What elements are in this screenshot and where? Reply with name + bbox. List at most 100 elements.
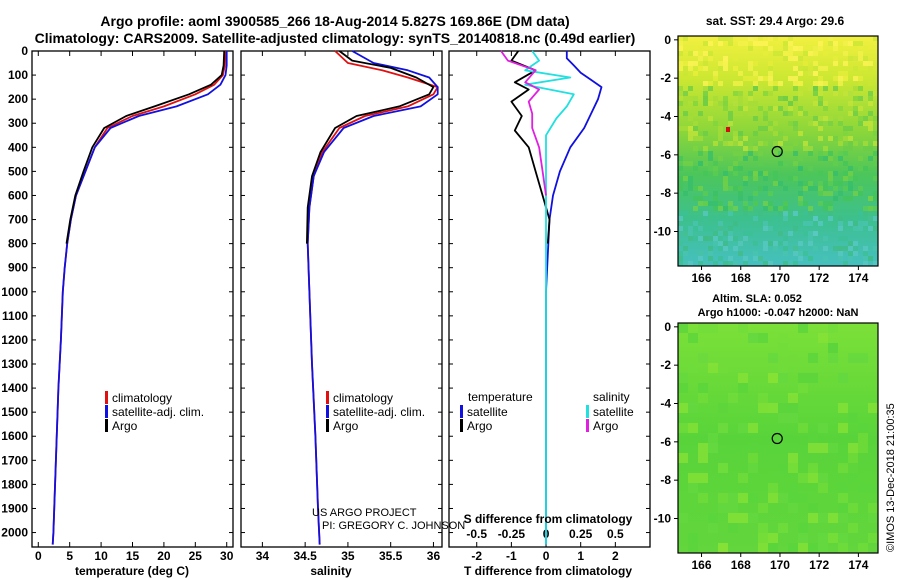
map-cell <box>838 156 843 161</box>
salinity-panel-frame <box>240 50 443 548</box>
map-cell <box>748 463 758 473</box>
map-cell <box>718 136 723 141</box>
map-cell <box>823 256 828 261</box>
map-cell <box>753 76 758 81</box>
map-cell <box>843 51 848 56</box>
map-cell <box>808 86 813 91</box>
series-line-s-argo <box>500 50 547 196</box>
map-cell <box>733 56 738 61</box>
map-cell <box>693 221 698 226</box>
map-cell <box>793 56 798 61</box>
map-cell <box>693 136 698 141</box>
map-cell <box>788 111 793 116</box>
map-cell <box>718 256 723 261</box>
map-cell <box>698 353 708 363</box>
map-cell <box>733 186 738 191</box>
map-cell <box>718 236 723 241</box>
map-cell <box>798 56 803 61</box>
depth-tick-label: 1500 <box>1 405 28 419</box>
difference-panel-frame <box>448 50 651 548</box>
map-cell <box>808 463 818 473</box>
map-cell <box>828 121 833 126</box>
map-cell <box>758 523 768 533</box>
map-cell <box>798 473 808 483</box>
map-cell <box>703 86 708 91</box>
map-cell <box>843 196 848 201</box>
map-cell <box>723 241 728 246</box>
salinity-x-label: salinity <box>310 564 352 578</box>
map-cell <box>788 41 793 46</box>
map-cell <box>738 91 743 96</box>
map-cell <box>733 141 738 146</box>
map-cell <box>853 161 858 166</box>
map-cell <box>798 423 808 433</box>
map-cell <box>818 543 828 553</box>
map-cell <box>848 251 853 256</box>
map-y-tick-label: -8 <box>660 186 671 200</box>
map-cell <box>773 221 778 226</box>
map-cell <box>778 106 783 111</box>
map-cell <box>748 141 753 146</box>
map-cell <box>678 513 688 523</box>
map-cell <box>868 256 873 261</box>
map-cell <box>768 493 778 503</box>
map-cell <box>713 196 718 201</box>
map-cell <box>803 221 808 226</box>
map-cell <box>873 141 878 146</box>
map-cell <box>748 453 758 463</box>
map-cell <box>688 86 693 91</box>
map-x-tick-label: 166 <box>692 558 712 572</box>
map-cell <box>728 256 733 261</box>
map-cell <box>838 221 843 226</box>
map-cell <box>688 131 693 136</box>
map-cell <box>728 201 733 206</box>
map-cell <box>708 246 713 251</box>
map-cell <box>723 56 728 61</box>
s-diff-tick-label: -0.25 <box>498 527 526 541</box>
map-cell <box>783 211 788 216</box>
map-cell <box>823 136 828 141</box>
map-cell <box>778 403 788 413</box>
depth-tick-label: 1400 <box>1 381 28 395</box>
map-cell <box>728 121 733 126</box>
map-cell <box>738 106 743 111</box>
map-cell <box>788 403 798 413</box>
map-cell <box>688 333 698 343</box>
map-cell <box>678 41 683 46</box>
difference-legend: temperature satellite Argo salinity sate… <box>460 390 634 433</box>
map-cell <box>868 111 873 116</box>
map-cell <box>708 226 713 231</box>
map-cell <box>788 46 793 51</box>
map-cell <box>808 186 813 191</box>
map-cell <box>753 216 758 221</box>
map-cell <box>708 251 713 256</box>
map-cell <box>823 236 828 241</box>
s-diff-tick-label: 0.25 <box>569 527 593 541</box>
map-cell <box>843 176 848 181</box>
map-cell <box>743 76 748 81</box>
map-cell <box>683 116 688 121</box>
map-cell <box>808 236 813 241</box>
map-cell <box>838 121 843 126</box>
map-cell <box>828 191 833 196</box>
map-cell <box>733 171 738 176</box>
map-cell <box>763 186 768 191</box>
s-diff-tick-label: 0.5 <box>607 527 624 541</box>
sla-map-frame <box>677 322 879 554</box>
map-cell <box>848 56 853 61</box>
map-cell <box>703 171 708 176</box>
map-cell <box>678 126 683 131</box>
map-cell <box>868 156 873 161</box>
map-cell <box>858 543 868 553</box>
map-cell <box>818 483 828 493</box>
map-cell <box>763 116 768 121</box>
map-cell <box>683 126 688 131</box>
map-cell <box>753 176 758 181</box>
map-cell <box>773 246 778 251</box>
map-cell <box>788 56 793 61</box>
map-cell <box>678 86 683 91</box>
map-cell <box>853 176 858 181</box>
map-cell <box>723 96 728 101</box>
map-cell <box>793 76 798 81</box>
map-cell <box>738 196 743 201</box>
